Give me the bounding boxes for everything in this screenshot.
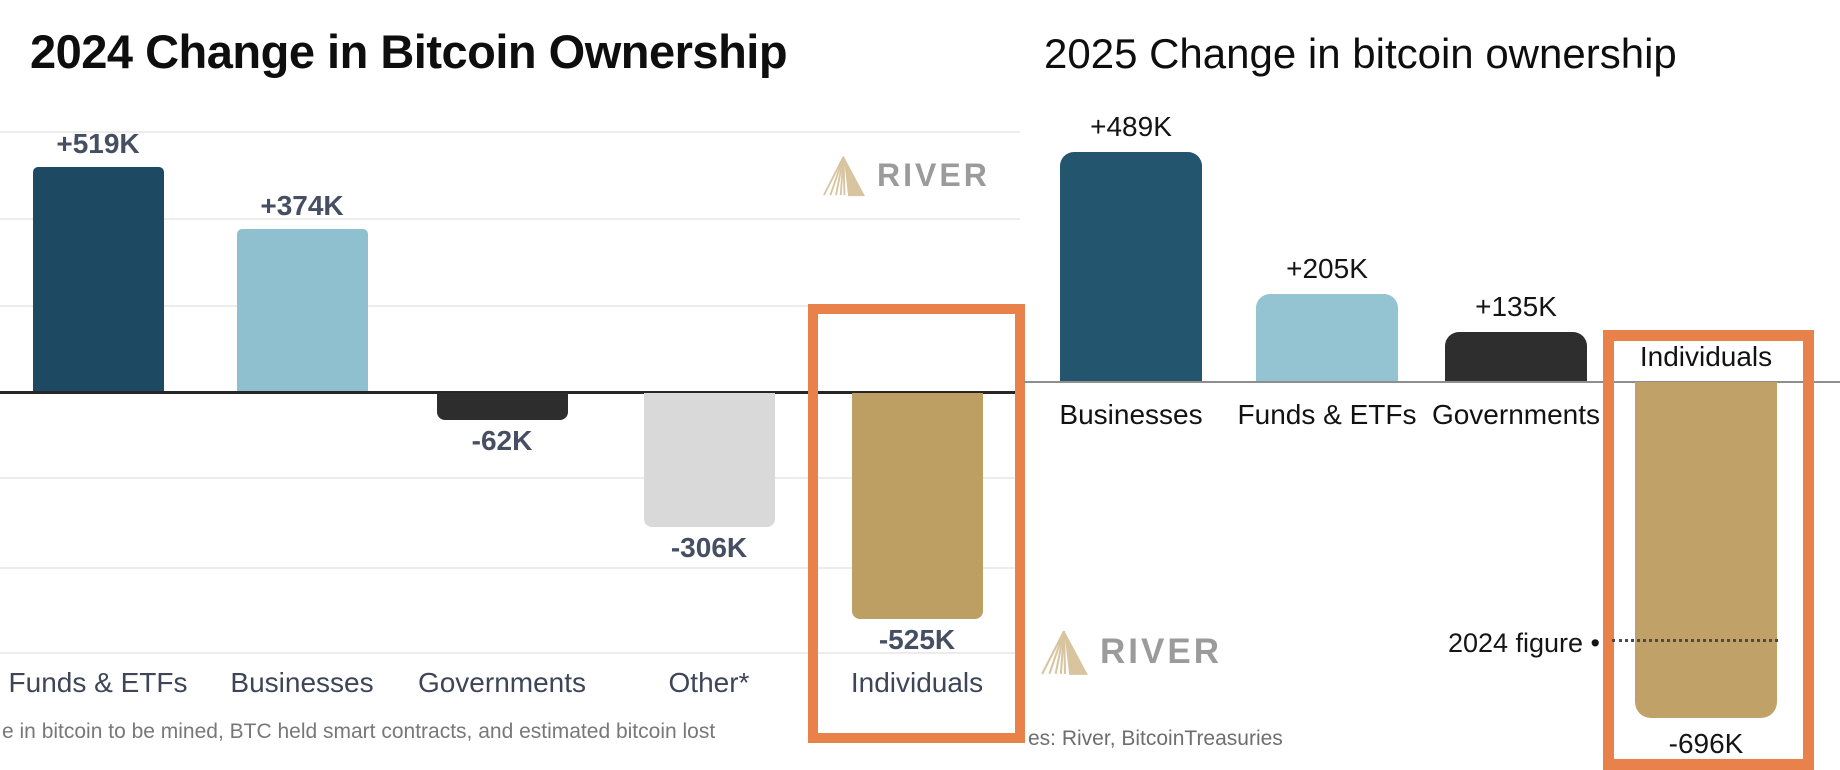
- bar-funds-etfs: [32, 167, 164, 391]
- footnote-2024: e in bitcoin to be mined, BTC held smart…: [2, 720, 716, 743]
- river-wordmark: RIVER: [877, 157, 990, 193]
- value-label: +205K: [1286, 253, 1368, 284]
- zero-axis-line: [1024, 381, 1840, 383]
- river-logo-2024: RIVER: [820, 154, 990, 197]
- river-wordmark: RIVER: [1100, 632, 1222, 671]
- source-note-2025: es: River, BitcoinTreasuries: [1028, 727, 1283, 750]
- zero-axis-line: [0, 391, 1020, 394]
- value-label: -696K: [1668, 728, 1744, 759]
- value-label: +489K: [1090, 111, 1172, 142]
- value-label: -306K: [670, 532, 748, 563]
- category-label: Other*: [668, 667, 750, 698]
- river-triangle-icon: [1041, 630, 1088, 675]
- category-label: Governments: [1431, 399, 1601, 430]
- category-label: Individuals: [850, 667, 984, 698]
- river-logo-2025: RIVER: [1038, 628, 1222, 676]
- gridline: [0, 131, 1020, 133]
- annotation-dotted-line: [1612, 639, 1778, 642]
- value-label: +135K: [1475, 291, 1557, 322]
- bar-individuals: [1635, 382, 1777, 718]
- bar-individuals: [851, 393, 983, 619]
- gridline: [0, 477, 1020, 479]
- value-label: +519K: [56, 128, 140, 159]
- bar-other-: [643, 393, 775, 527]
- category-label: Individuals: [1639, 341, 1773, 372]
- value-label: -62K: [471, 425, 533, 456]
- category-label: Governments: [417, 667, 587, 698]
- river-triangle-icon: [823, 155, 865, 197]
- chart-title-2025: 2025 Change in bitcoin ownership: [1044, 30, 1677, 77]
- bar-funds-etfs: [1256, 294, 1398, 381]
- gridline: [0, 652, 1020, 654]
- category-label: Funds & ETFs: [1237, 399, 1417, 430]
- gridline: [0, 567, 1020, 569]
- bar-businesses: [1060, 152, 1202, 381]
- annotation-2024-figure: 2024 figure •: [1447, 628, 1600, 658]
- highlight-box-individuals: [808, 304, 1025, 743]
- category-label: Businesses: [1059, 399, 1203, 430]
- gridline: [0, 305, 1020, 307]
- chart-title-2024: 2024 Change in Bitcoin Ownership: [30, 25, 788, 78]
- highlight-box-individuals: [1603, 330, 1814, 770]
- value-label: +374K: [260, 190, 344, 221]
- category-label: Businesses: [230, 667, 374, 698]
- gridline: [0, 218, 1020, 220]
- bar-businesses: [236, 229, 368, 391]
- category-label: Funds & ETFs: [8, 667, 188, 698]
- bar-governments: [1445, 332, 1587, 381]
- value-label: -525K: [878, 624, 956, 655]
- bar-governments: [436, 393, 568, 420]
